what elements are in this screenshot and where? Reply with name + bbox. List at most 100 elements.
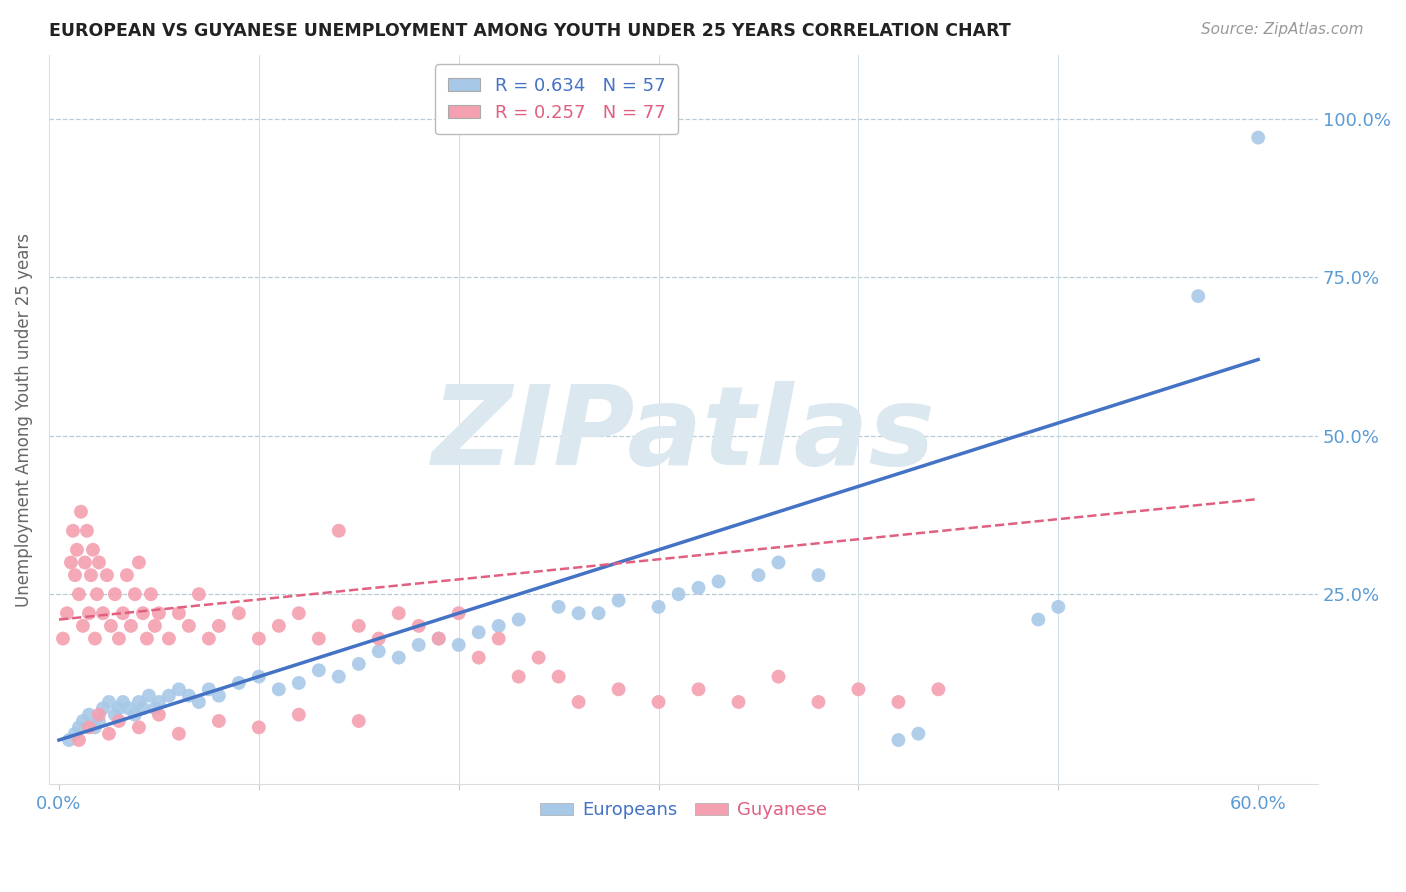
Point: [111, 695, 134, 709]
Point: [367, 632, 389, 646]
Point: [86, 587, 108, 601]
Point: [63, 568, 86, 582]
Text: EUROPEAN VS GUYANESE UNEMPLOYMENT AMONG YOUTH UNDER 25 YEARS CORRELATION CHART: EUROPEAN VS GUYANESE UNEMPLOYMENT AMONG …: [49, 22, 1011, 40]
Point: [108, 632, 131, 646]
Point: [128, 720, 150, 734]
Point: [568, 695, 591, 709]
Point: [67, 720, 90, 734]
Point: [427, 632, 450, 646]
Point: [82, 542, 104, 557]
Point: [508, 613, 530, 627]
Point: [108, 701, 131, 715]
Point: [588, 606, 610, 620]
Point: [547, 670, 569, 684]
Point: [67, 587, 90, 601]
Point: [488, 619, 510, 633]
Point: [308, 663, 330, 677]
Point: [108, 714, 131, 728]
Point: [177, 689, 200, 703]
Point: [288, 707, 311, 722]
Point: [707, 574, 730, 589]
Point: [807, 695, 830, 709]
Point: [228, 606, 250, 620]
Point: [111, 606, 134, 620]
Point: [408, 619, 430, 633]
Point: [72, 714, 94, 728]
Point: [547, 599, 569, 614]
Legend: Europeans, Guyanese: Europeans, Guyanese: [533, 794, 834, 827]
Point: [58, 733, 80, 747]
Point: [118, 701, 141, 715]
Point: [887, 695, 910, 709]
Point: [63, 727, 86, 741]
Point: [247, 670, 270, 684]
Point: [727, 695, 749, 709]
Point: [124, 587, 146, 601]
Point: [388, 650, 411, 665]
Point: [52, 632, 75, 646]
Point: [288, 606, 311, 620]
Point: [668, 587, 690, 601]
Point: [208, 689, 231, 703]
Point: [347, 657, 370, 671]
Point: [148, 707, 170, 722]
Point: [427, 632, 450, 646]
Point: [56, 606, 79, 620]
Point: [1247, 130, 1270, 145]
Point: [96, 568, 118, 582]
Text: Source: ZipAtlas.com: Source: ZipAtlas.com: [1201, 22, 1364, 37]
Point: [66, 542, 89, 557]
Point: [143, 701, 166, 715]
Point: [128, 695, 150, 709]
Point: [768, 670, 790, 684]
Point: [347, 714, 370, 728]
Point: [138, 689, 160, 703]
Point: [927, 682, 949, 697]
Point: [328, 524, 350, 538]
Point: [198, 682, 221, 697]
Point: [647, 695, 669, 709]
Point: [115, 568, 138, 582]
Point: [87, 714, 110, 728]
Point: [77, 720, 100, 734]
Point: [467, 650, 489, 665]
Point: [447, 638, 470, 652]
Point: [607, 682, 630, 697]
Point: [84, 632, 107, 646]
Point: [288, 676, 311, 690]
Point: [167, 682, 190, 697]
Point: [467, 625, 489, 640]
Point: [488, 632, 510, 646]
Point: [97, 727, 120, 741]
Point: [328, 670, 350, 684]
Point: [128, 556, 150, 570]
Point: [848, 682, 870, 697]
Point: [228, 676, 250, 690]
Point: [120, 619, 142, 633]
Point: [84, 720, 107, 734]
Point: [807, 568, 830, 582]
Point: [247, 632, 270, 646]
Point: [124, 707, 146, 722]
Point: [1047, 599, 1070, 614]
Point: [77, 606, 100, 620]
Point: [148, 606, 170, 620]
Point: [187, 587, 209, 601]
Point: [73, 556, 96, 570]
Point: [76, 524, 98, 538]
Point: [143, 619, 166, 633]
Point: [907, 727, 929, 741]
Point: [87, 707, 110, 722]
Point: [688, 581, 710, 595]
Point: [1187, 289, 1209, 303]
Point: [647, 599, 669, 614]
Point: [408, 638, 430, 652]
Point: [527, 650, 550, 665]
Point: [132, 606, 155, 620]
Point: [167, 727, 190, 741]
Point: [167, 606, 190, 620]
Point: [1026, 613, 1049, 627]
Point: [72, 619, 94, 633]
Point: [267, 682, 290, 697]
Point: [139, 587, 162, 601]
